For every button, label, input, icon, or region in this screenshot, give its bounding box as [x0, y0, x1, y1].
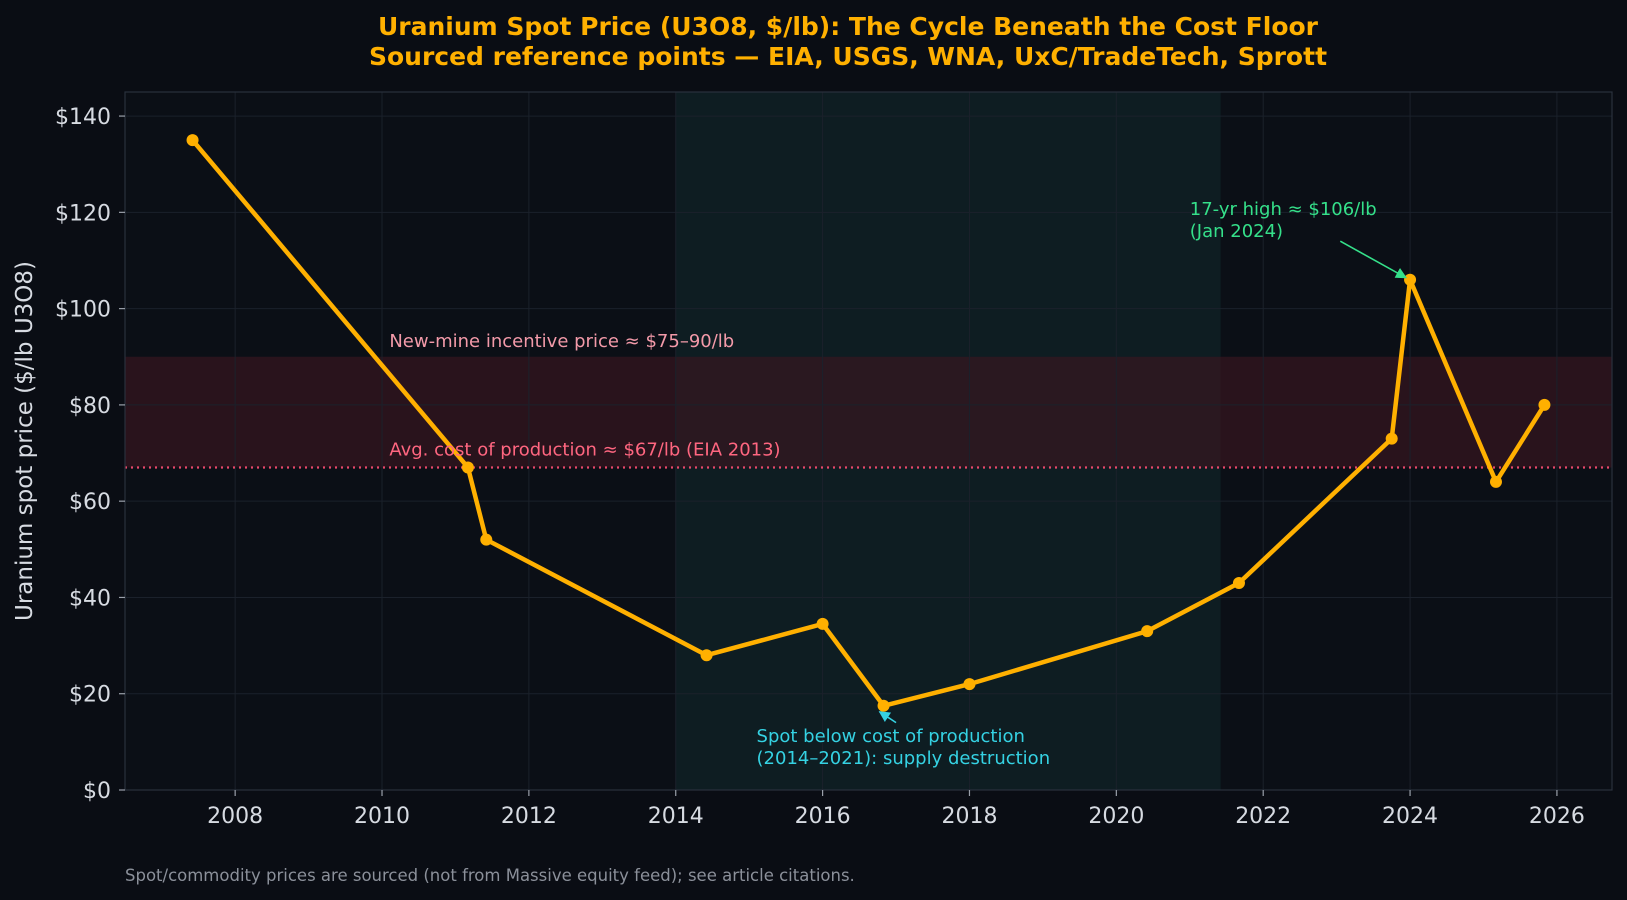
y-tick-label: $0 [83, 779, 111, 804]
series-layer [186, 134, 1551, 712]
data-point [1232, 577, 1245, 590]
axes-frame [124, 91, 1613, 791]
y-tick-label: $80 [69, 394, 111, 419]
data-point [186, 134, 199, 147]
y-axis-label: Uranium spot price ($/lb U3O8) [12, 261, 38, 621]
data-point [700, 649, 713, 662]
data-point [963, 678, 976, 691]
y-tick-label: $40 [69, 586, 111, 611]
data-point [816, 617, 829, 630]
incentive-price-band [125, 356, 1612, 468]
x-tick-label: 2014 [648, 804, 704, 829]
data-point [1489, 475, 1502, 488]
axes: 2008 2010 2012 2014 2016 2018 2020 2022 2024 2026… [55, 91, 1613, 829]
annotation-text: Avg. cost of production ≈ $67/lb (EIA 20… [389, 439, 780, 460]
x-tick-label: 2016 [795, 804, 851, 829]
y-tick-label: $20 [69, 683, 111, 708]
annotation-text: Spot below cost of production (2014–2021)… [757, 726, 1051, 769]
chart-title: Uranium Spot Price (U3O8, $/lb): The Cyc… [378, 12, 1319, 41]
footer-note: Spot/commodity prices are sourced (not f… [125, 866, 855, 885]
x-tick-label: 2018 [941, 804, 997, 829]
annotation-text: New-mine incentive price ≈ $75–90/lb [389, 331, 734, 352]
data-point [480, 533, 493, 546]
annotation-arrow [878, 711, 897, 724]
data-point [1385, 432, 1398, 445]
annotations-layer: New-mine incentive price ≈ $75–90/lb Avg.… [389, 199, 1408, 769]
chart-subtitle: Sourced reference points — EIA, USGS, WN… [369, 42, 1327, 71]
x-tick-label: 2024 [1382, 804, 1438, 829]
y-tick-label: $100 [55, 298, 111, 323]
y-tick-label: $120 [55, 201, 111, 226]
annotation-text: 17-yr high ≈ $106/lb (Jan 2024) [1190, 199, 1377, 242]
annotation-line: (2014–2021): supply destruction [757, 748, 1051, 769]
annotation-arrow [1339, 240, 1408, 279]
annotation-line: New-mine incentive price ≈ $75–90/lb [389, 331, 734, 352]
x-tick-label: 2026 [1529, 804, 1585, 829]
data-point [1141, 625, 1154, 638]
x-tick-label: 2012 [501, 804, 557, 829]
annotation-line: Spot below cost of production [757, 726, 1025, 747]
x-tick-label: 2020 [1088, 804, 1144, 829]
x-tick-label: 2010 [354, 804, 410, 829]
x-tick-label: 2008 [207, 804, 263, 829]
y-tick-label: $140 [55, 105, 111, 130]
data-point [1538, 398, 1551, 411]
annotation-line: Avg. cost of production ≈ $67/lb (EIA 20… [389, 439, 780, 460]
bands-layer [125, 92, 1612, 790]
annotation-line: (Jan 2024) [1190, 221, 1283, 242]
x-tick-label: 2022 [1235, 804, 1291, 829]
data-point [1404, 273, 1417, 286]
data-point [461, 461, 474, 474]
data-point [877, 699, 890, 712]
annotation-line: 17-yr high ≈ $106/lb [1190, 199, 1377, 220]
y-tick-label: $60 [69, 490, 111, 515]
